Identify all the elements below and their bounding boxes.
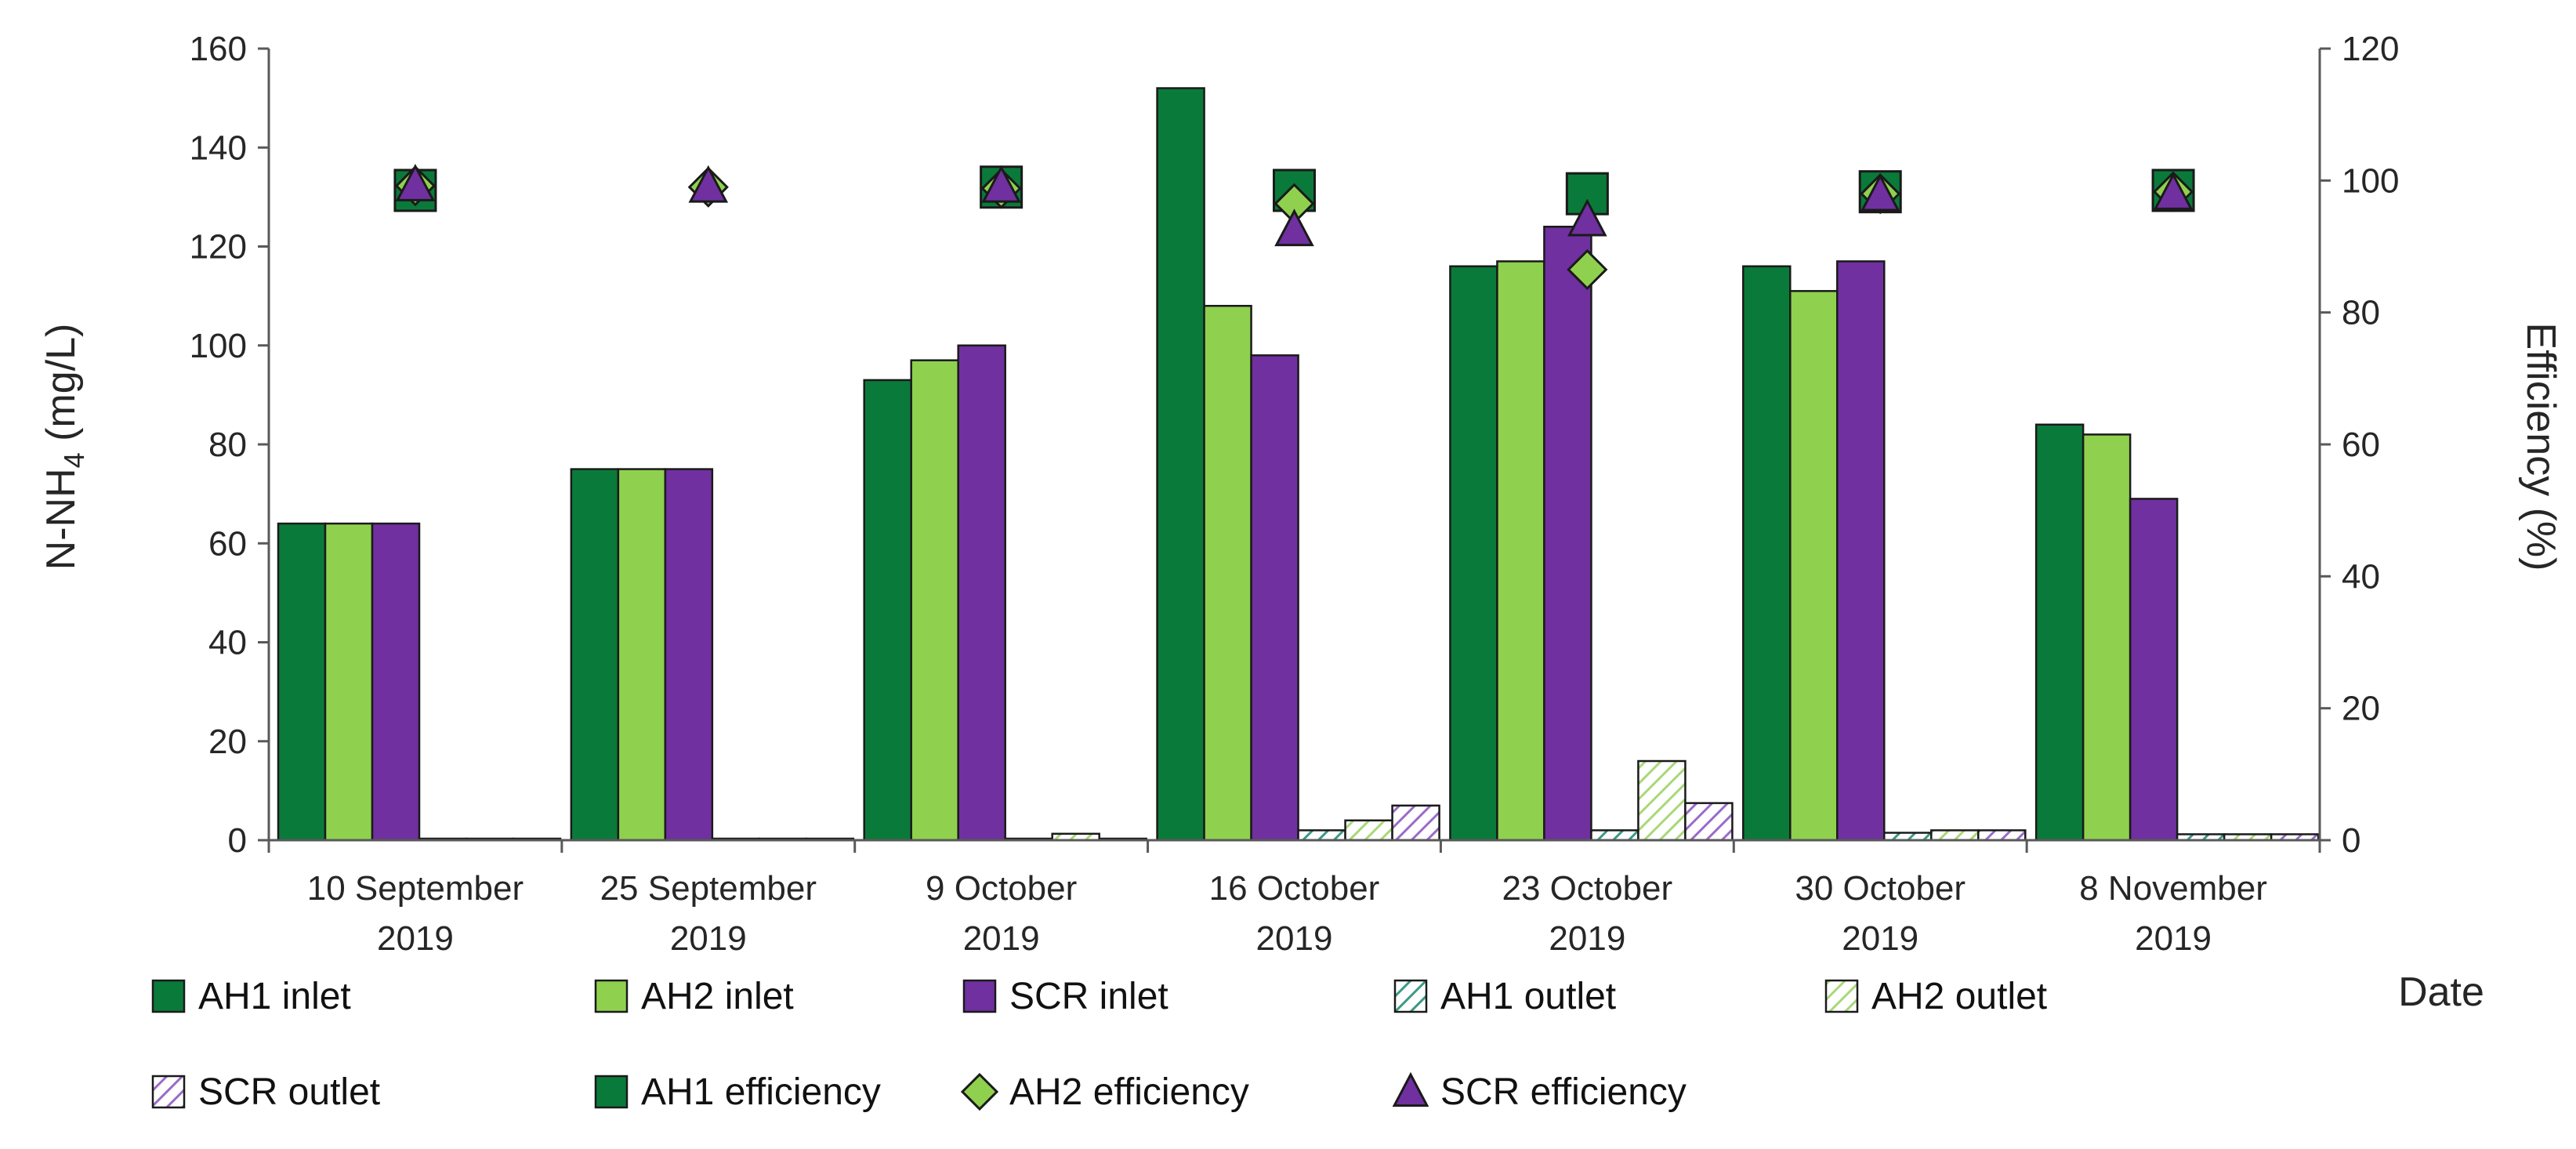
bar-ah2-outlet (1637, 759, 1687, 842)
left-y-axis-title: N-NH4 (mg/L) (38, 324, 90, 571)
left-y-tick-label: 120 (190, 228, 247, 266)
bar-scr-inlet (1250, 354, 1299, 842)
left-y-tick-label: 160 (190, 30, 247, 68)
bar-scr-inlet (1543, 226, 1592, 842)
bar-scr-outlet (1977, 829, 2027, 842)
right-y-tick-label: 80 (2342, 294, 2380, 332)
legend-item-ah2-inlet: AH2 inlet (594, 976, 794, 1017)
x-tick-label: 8 November 2019 (2079, 869, 2267, 958)
bar-ah1-outlet (1297, 829, 1346, 842)
bar-scr-inlet (957, 344, 1006, 842)
legend-label: AH2 outlet (1871, 976, 2047, 1017)
legend-swatch (1393, 979, 1428, 1013)
marker-scr-efficiency (2153, 172, 2194, 210)
bar-ah1-inlet (1742, 265, 1792, 842)
marker-scr-efficiency (1567, 198, 1607, 237)
x-tick-label: 30 October 2019 (1795, 869, 1966, 958)
bar-ah1-inlet (1156, 87, 1205, 842)
left-y-tick-label: 60 (208, 524, 247, 563)
right-y-tick-label: 100 (2342, 161, 2399, 200)
right-y-tick-label: 120 (2342, 30, 2399, 68)
left-y-tick-label: 0 (228, 821, 247, 860)
legend-swatch (960, 1072, 999, 1111)
left-y-tick-label: 40 (208, 624, 247, 662)
bar-scr-outlet (1391, 804, 1440, 842)
bar-ah2-inlet (2081, 433, 2132, 842)
bar-scr-inlet (371, 522, 421, 842)
legend-item-ah2-outlet: AH2 outlet (1824, 976, 2047, 1017)
legend-swatch (594, 1075, 629, 1109)
right-y-axis-title: Efficiency (%) (2518, 323, 2563, 571)
bar-scr-outlet (1684, 802, 1734, 842)
marker-scr-efficiency (688, 165, 729, 203)
marker-scr-efficiency (395, 164, 436, 201)
bar-ah2-outlet (1344, 819, 1393, 842)
bar-ah1-inlet (863, 379, 912, 842)
x-tick-label: 9 October 2019 (926, 869, 1077, 958)
bar-ah2-inlet (1789, 290, 1839, 842)
legend-swatch (1824, 979, 1859, 1013)
ticks-layer: 0 20 40 60 80 100 120 140 160 0 20 40 60 80 100 120 10 S… (190, 30, 2400, 958)
bar-ah2-inlet (617, 468, 667, 842)
legend: AH1 inlet AH2 inlet SCR inlet AH1 outlet AH2… (151, 976, 2047, 1113)
bar-ah2-inlet (324, 522, 374, 842)
bar-scr-inlet (1836, 260, 1886, 842)
legend-swatch (594, 979, 629, 1013)
legend-label: SCR inlet (1009, 976, 1168, 1017)
legend-label: AH1 efficiency (641, 1071, 881, 1113)
bar-ah1-inlet (2034, 423, 2085, 842)
legend-label: SCR outlet (198, 1071, 380, 1113)
legend-swatch (1392, 1071, 1429, 1107)
x-tick-label: 25 September 2019 (600, 869, 817, 958)
bar-scr-inlet (2129, 498, 2179, 842)
x-tick-label: 23 October 2019 (1502, 869, 1673, 958)
marker-ah2-efficiency (1567, 248, 1608, 291)
left-y-tick-label: 100 (190, 327, 247, 365)
x-tick-label: 16 October 2019 (1209, 869, 1380, 958)
bar-ah1-outlet (1590, 829, 1639, 842)
bar-ah2-inlet (910, 359, 959, 842)
legend-swatch (151, 1075, 186, 1109)
marker-scr-efficiency (981, 165, 1021, 203)
bar-ah2-outlet (1930, 829, 1980, 842)
bars-layer (277, 87, 2320, 842)
legend-item-ah1-outlet: AH1 outlet (1393, 976, 1616, 1017)
x-axis-title: Date (2398, 970, 2484, 1015)
x-tick-label: 10 September 2019 (307, 869, 524, 958)
legend-item-ah1-efficiency: AH1 efficiency (594, 1071, 881, 1113)
bar-ah1-inlet (277, 522, 327, 842)
bar-ah1-inlet (570, 468, 620, 842)
marker-scr-efficiency (1860, 173, 1900, 212)
left-y-tick-label: 140 (190, 129, 247, 167)
right-y-tick-label: 0 (2342, 821, 2360, 860)
legend-item-scr-outlet: SCR outlet (151, 1071, 380, 1113)
markers-layer (393, 164, 2195, 291)
legend-item-ah1-inlet: AH1 inlet (151, 976, 351, 1017)
right-y-tick-label: 60 (2342, 426, 2380, 464)
legend-label: AH1 inlet (198, 976, 351, 1017)
right-y-tick-label: 20 (2342, 690, 2380, 728)
legend-item-ah2-efficiency: AH2 efficiency (960, 1071, 1249, 1113)
legend-label: SCR efficiency (1440, 1071, 1687, 1113)
bar-ah2-inlet (1496, 260, 1545, 842)
legend-label: AH1 outlet (1440, 976, 1616, 1017)
legend-item-scr-inlet: SCR inlet (962, 976, 1168, 1017)
legend-swatch (962, 979, 997, 1013)
bar-ah2-inlet (1203, 305, 1252, 842)
left-y-tick-label: 20 (208, 723, 247, 761)
right-y-tick-label: 40 (2342, 557, 2380, 596)
legend-item-scr-efficiency: SCR efficiency (1392, 1071, 1687, 1113)
marker-scr-efficiency (1274, 208, 1314, 247)
bar-ah1-inlet (1449, 265, 1498, 842)
bar-scr-inlet (664, 468, 714, 842)
legend-label: AH2 efficiency (1009, 1071, 1249, 1113)
legend-swatch (151, 979, 186, 1013)
left-y-tick-label: 80 (208, 426, 247, 464)
legend-label: AH2 inlet (641, 976, 794, 1017)
